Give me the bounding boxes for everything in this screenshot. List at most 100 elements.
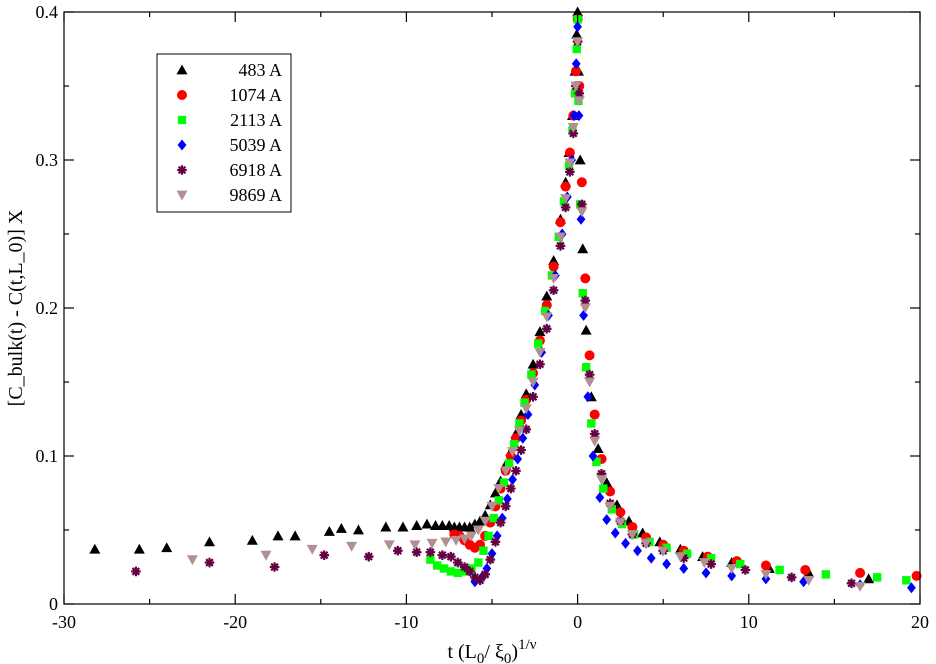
data-point bbox=[485, 554, 496, 565]
x-axis-title-sub1: 0 bbox=[477, 651, 485, 664]
data-point bbox=[393, 545, 403, 556]
data-point bbox=[479, 516, 491, 527]
data-point bbox=[459, 534, 471, 545]
data-point bbox=[363, 551, 374, 562]
data-point bbox=[474, 558, 483, 567]
legend: 483 A 1074 A 2113 A 5039 A 6918 A 9869 A bbox=[156, 53, 292, 213]
data-point bbox=[411, 547, 422, 557]
data-point bbox=[472, 525, 484, 536]
data-point bbox=[433, 561, 442, 570]
data-point bbox=[504, 459, 514, 468]
data-point bbox=[161, 542, 173, 553]
data-point bbox=[186, 555, 198, 566]
data-point bbox=[571, 28, 583, 39]
data-point bbox=[576, 177, 587, 188]
data-point bbox=[605, 486, 616, 497]
data-point bbox=[204, 557, 215, 568]
data-point bbox=[573, 96, 585, 107]
data-point bbox=[484, 531, 493, 541]
data-point bbox=[450, 535, 462, 546]
data-point bbox=[439, 564, 449, 573]
data-point bbox=[736, 559, 745, 569]
data-point bbox=[682, 549, 692, 558]
data-point bbox=[863, 573, 875, 584]
data-point bbox=[564, 147, 575, 158]
data-point bbox=[511, 466, 521, 476]
data-point bbox=[607, 505, 617, 514]
data-point bbox=[627, 522, 638, 533]
data-point bbox=[571, 58, 581, 70]
data-point bbox=[589, 409, 600, 420]
series-5039-a bbox=[470, 21, 916, 594]
data-point bbox=[535, 359, 545, 370]
data-point bbox=[500, 466, 512, 477]
data-point bbox=[409, 540, 421, 551]
data-point bbox=[289, 530, 301, 541]
data-point bbox=[621, 537, 630, 549]
x-axis-title-sup: 1/ν bbox=[518, 637, 537, 653]
data-point bbox=[580, 273, 591, 284]
data-point bbox=[574, 154, 586, 165]
data-point bbox=[786, 572, 797, 583]
data-point bbox=[464, 521, 476, 532]
data-point bbox=[569, 110, 579, 122]
data-point bbox=[573, 21, 582, 33]
axis-ticks: -30 -20 -10 0 10 20 0 0.1 0.2 0.3 0.4 bbox=[36, 2, 930, 632]
data-point bbox=[565, 167, 575, 177]
data-point bbox=[583, 391, 593, 403]
data-point bbox=[534, 339, 543, 348]
data-point bbox=[204, 536, 216, 547]
legend-label: 6918 A bbox=[229, 160, 282, 180]
data-point bbox=[352, 524, 364, 535]
data-point bbox=[520, 404, 532, 415]
data-point bbox=[911, 570, 922, 581]
data-point bbox=[554, 232, 566, 243]
data-point bbox=[548, 285, 559, 296]
data-point bbox=[587, 419, 596, 428]
data-point bbox=[397, 521, 409, 532]
data-point bbox=[584, 350, 595, 361]
data-point bbox=[527, 377, 539, 388]
data-point bbox=[493, 484, 505, 495]
data-point bbox=[452, 557, 463, 568]
y-tick-label: 0.1 bbox=[36, 446, 59, 466]
data-point bbox=[534, 326, 546, 337]
data-point bbox=[614, 518, 626, 529]
legend-box bbox=[156, 53, 292, 213]
data-point bbox=[513, 453, 523, 465]
data-point bbox=[701, 567, 711, 579]
data-point bbox=[521, 424, 532, 435]
data-point bbox=[465, 531, 477, 542]
data-point bbox=[421, 518, 433, 529]
data-point bbox=[490, 537, 501, 547]
series-2113-a bbox=[426, 15, 911, 585]
data-point bbox=[527, 370, 536, 379]
data-point bbox=[640, 538, 652, 549]
data-point bbox=[520, 398, 529, 407]
data-point bbox=[726, 564, 738, 574]
data-point bbox=[596, 468, 607, 479]
data-point bbox=[646, 552, 656, 564]
data-point bbox=[486, 501, 498, 512]
data-point bbox=[588, 450, 598, 462]
data-point bbox=[572, 44, 581, 54]
data-point bbox=[518, 432, 528, 444]
data-point bbox=[508, 474, 517, 486]
data-point bbox=[499, 478, 509, 487]
data-point bbox=[740, 565, 751, 575]
data-point bbox=[760, 570, 772, 580]
data-point bbox=[595, 491, 605, 503]
data-point bbox=[581, 363, 591, 372]
data-point bbox=[489, 487, 501, 498]
data-point bbox=[902, 576, 911, 585]
data-point bbox=[706, 559, 716, 569]
data-point bbox=[489, 513, 498, 523]
data-point bbox=[548, 261, 559, 272]
data-point bbox=[269, 562, 280, 572]
data-point bbox=[541, 323, 552, 334]
data-point bbox=[574, 88, 585, 99]
data-point bbox=[592, 443, 604, 453]
data-point bbox=[592, 457, 601, 467]
data-point bbox=[560, 181, 571, 192]
data-point bbox=[584, 377, 596, 388]
